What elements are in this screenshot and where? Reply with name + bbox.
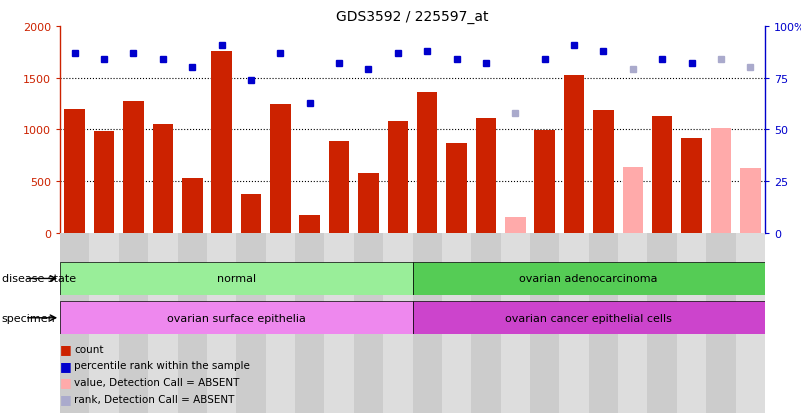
Bar [123, 102, 144, 233]
Text: percentile rank within the sample: percentile rank within the sample [74, 361, 251, 370]
Bar [476, 119, 496, 233]
Bar [240, 194, 261, 233]
Bar [589, 233, 618, 413]
Bar [60, 262, 413, 295]
Bar [60, 233, 90, 413]
Bar [358, 173, 379, 233]
Bar [564, 75, 584, 233]
Bar [295, 233, 324, 413]
Bar [90, 233, 119, 413]
Bar [270, 104, 291, 233]
Bar [413, 233, 442, 413]
Text: ■: ■ [60, 359, 72, 372]
Bar [94, 132, 115, 233]
Text: disease state: disease state [2, 274, 76, 284]
Bar [446, 143, 467, 233]
Text: ■: ■ [60, 375, 72, 389]
Bar [618, 233, 647, 413]
Bar [60, 301, 413, 335]
Bar [417, 93, 437, 233]
Bar [530, 233, 559, 413]
Bar [152, 125, 173, 233]
Bar [148, 233, 178, 413]
Bar [740, 169, 760, 233]
Bar [647, 233, 677, 413]
Bar [534, 131, 555, 233]
Bar [735, 233, 765, 413]
Text: rank, Detection Call = ABSENT: rank, Detection Call = ABSENT [74, 394, 235, 404]
Bar [505, 218, 525, 233]
Bar [622, 167, 643, 233]
Text: specimen: specimen [2, 313, 55, 323]
Bar [413, 301, 765, 335]
Bar [324, 233, 354, 413]
Text: value, Detection Call = ABSENT: value, Detection Call = ABSENT [74, 377, 239, 387]
Bar [442, 233, 471, 413]
Bar [182, 178, 203, 233]
Bar [710, 129, 731, 233]
Text: normal: normal [217, 274, 256, 284]
Bar [119, 233, 148, 413]
Bar [354, 233, 383, 413]
Bar [652, 116, 672, 233]
Bar [383, 233, 413, 413]
Text: count: count [74, 344, 104, 354]
Bar [266, 233, 295, 413]
Bar [413, 262, 765, 295]
Bar [207, 233, 236, 413]
Bar [300, 216, 320, 233]
Bar [681, 138, 702, 233]
Bar [471, 233, 501, 413]
Bar [593, 110, 614, 233]
Bar [236, 233, 266, 413]
Text: ovarian cancer epithelial cells: ovarian cancer epithelial cells [505, 313, 672, 323]
Bar [211, 52, 232, 233]
Bar [64, 109, 85, 233]
Bar [706, 233, 735, 413]
Bar [677, 233, 706, 413]
Text: ■: ■ [60, 392, 72, 405]
Title: GDS3592 / 225597_at: GDS3592 / 225597_at [336, 10, 489, 24]
Text: ■: ■ [60, 342, 72, 356]
Text: ovarian surface epithelia: ovarian surface epithelia [167, 313, 306, 323]
Bar [559, 233, 589, 413]
Bar [501, 233, 530, 413]
Bar [388, 122, 408, 233]
Bar [178, 233, 207, 413]
Bar [328, 141, 349, 233]
Text: ovarian adenocarcinoma: ovarian adenocarcinoma [520, 274, 658, 284]
